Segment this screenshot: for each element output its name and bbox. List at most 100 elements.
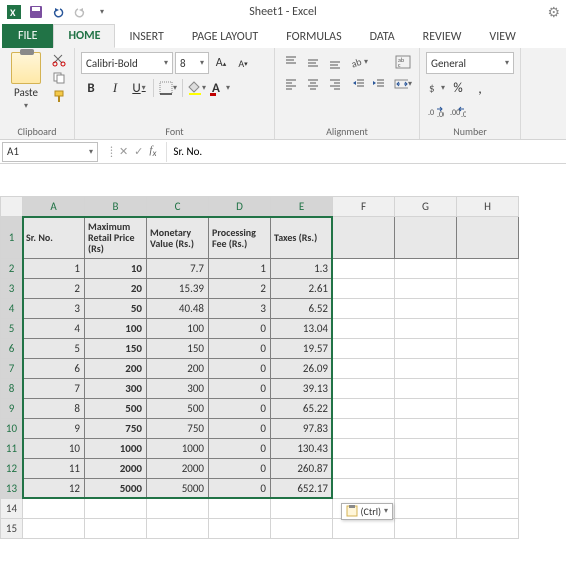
fill-color-button[interactable]: ▾ bbox=[187, 78, 207, 98]
data-cell[interactable]: 300 bbox=[85, 379, 147, 399]
row-header[interactable]: 7 bbox=[1, 359, 23, 379]
data-cell[interactable]: 5000 bbox=[85, 479, 147, 499]
font-color-button[interactable]: A▾ bbox=[211, 78, 231, 98]
data-cell[interactable]: 1000 bbox=[147, 439, 209, 459]
select-all-cell[interactable] bbox=[1, 197, 23, 217]
font-size-select[interactable]: 8▾ bbox=[175, 52, 209, 74]
data-cell[interactable]: 130.43 bbox=[271, 439, 333, 459]
data-cell[interactable]: 6 bbox=[23, 359, 85, 379]
tab-home[interactable]: HOME bbox=[53, 24, 115, 48]
decrease-decimal-icon[interactable]: .00.0 bbox=[448, 102, 468, 122]
data-cell[interactable]: 12 bbox=[23, 479, 85, 499]
gear-icon[interactable]: ⚙ bbox=[547, 4, 560, 21]
align-middle-icon[interactable] bbox=[303, 52, 323, 72]
data-cell[interactable]: 6.52 bbox=[271, 299, 333, 319]
cut-icon[interactable] bbox=[50, 52, 68, 68]
data-cell[interactable]: 39.13 bbox=[271, 379, 333, 399]
worksheet-grid[interactable]: ABCDEFGH1Sr. No.Maximum Retail Price (Rs… bbox=[0, 196, 566, 539]
data-cell[interactable]: 200 bbox=[85, 359, 147, 379]
data-cell[interactable]: 750 bbox=[85, 419, 147, 439]
data-cell[interactable]: 150 bbox=[147, 339, 209, 359]
data-cell[interactable]: 150 bbox=[85, 339, 147, 359]
data-cell[interactable]: 4 bbox=[23, 319, 85, 339]
header-cell[interactable]: Sr. No. bbox=[23, 217, 85, 259]
bold-button[interactable]: B bbox=[81, 78, 101, 98]
row-header[interactable]: 6 bbox=[1, 339, 23, 359]
data-cell[interactable]: 1000 bbox=[85, 439, 147, 459]
merge-center-icon[interactable]: ▾ bbox=[393, 74, 413, 94]
row-header[interactable]: 3 bbox=[1, 279, 23, 299]
wrap-text-icon[interactable]: abc bbox=[393, 52, 413, 72]
empty-cell[interactable] bbox=[395, 499, 457, 519]
empty-cell[interactable] bbox=[271, 499, 333, 519]
data-cell[interactable]: 0 bbox=[209, 319, 271, 339]
empty-cell[interactable] bbox=[209, 499, 271, 519]
row-header[interactable]: 11 bbox=[1, 439, 23, 459]
align-right-icon[interactable] bbox=[325, 74, 345, 94]
row-header[interactable]: 4 bbox=[1, 299, 23, 319]
data-cell[interactable]: 500 bbox=[85, 399, 147, 419]
orientation-icon[interactable]: ab▾ bbox=[349, 52, 369, 72]
tab-page-layout[interactable]: PAGE LAYOUT bbox=[178, 26, 272, 48]
tab-data[interactable]: DATA bbox=[356, 26, 409, 48]
format-painter-icon[interactable] bbox=[50, 88, 68, 104]
data-cell[interactable]: 0 bbox=[209, 459, 271, 479]
copy-icon[interactable] bbox=[50, 70, 68, 86]
align-center-icon[interactable] bbox=[303, 74, 323, 94]
row-header[interactable]: 14 bbox=[1, 499, 23, 519]
data-cell[interactable]: 5 bbox=[23, 339, 85, 359]
data-cell[interactable]: 652.17 bbox=[271, 479, 333, 499]
data-cell[interactable]: 7 bbox=[23, 379, 85, 399]
data-cell[interactable]: 2000 bbox=[85, 459, 147, 479]
fx-expand-icon[interactable]: ⁞ bbox=[110, 145, 113, 158]
data-cell[interactable]: 7.7 bbox=[147, 259, 209, 279]
empty-cell[interactable] bbox=[209, 519, 271, 539]
column-header[interactable]: D bbox=[209, 197, 271, 217]
data-cell[interactable]: 19.57 bbox=[271, 339, 333, 359]
row-header[interactable]: 15 bbox=[1, 519, 23, 539]
paste-button[interactable]: Paste ▾ bbox=[6, 52, 46, 123]
column-header[interactable]: G bbox=[395, 197, 457, 217]
accounting-format-icon[interactable]: $▾ bbox=[426, 78, 446, 98]
align-top-icon[interactable] bbox=[281, 52, 301, 72]
increase-indent-icon[interactable] bbox=[369, 74, 389, 94]
row-header[interactable]: 9 bbox=[1, 399, 23, 419]
border-button[interactable]: ▾ bbox=[158, 78, 178, 98]
row-header[interactable]: 12 bbox=[1, 459, 23, 479]
data-cell[interactable]: 0 bbox=[209, 419, 271, 439]
data-cell[interactable]: 40.48 bbox=[147, 299, 209, 319]
data-cell[interactable]: 750 bbox=[147, 419, 209, 439]
data-cell[interactable]: 26.09 bbox=[271, 359, 333, 379]
decrease-indent-icon[interactable] bbox=[349, 74, 369, 94]
data-cell[interactable]: 97.83 bbox=[271, 419, 333, 439]
redo-icon[interactable] bbox=[70, 2, 90, 22]
column-header[interactable]: B bbox=[85, 197, 147, 217]
tab-review[interactable]: REVIEW bbox=[409, 26, 476, 48]
column-header[interactable]: F bbox=[333, 197, 395, 217]
underline-button[interactable]: U▾ bbox=[129, 78, 149, 98]
data-cell[interactable]: 300 bbox=[147, 379, 209, 399]
data-cell[interactable]: 2.61 bbox=[271, 279, 333, 299]
header-cell[interactable]: Monetary Value (Rs.) bbox=[147, 217, 209, 259]
empty-cell[interactable] bbox=[395, 519, 457, 539]
empty-cell[interactable] bbox=[147, 519, 209, 539]
tab-file[interactable]: FILE bbox=[2, 24, 53, 48]
empty-cell[interactable] bbox=[23, 499, 85, 519]
data-cell[interactable]: 10 bbox=[85, 259, 147, 279]
align-left-icon[interactable] bbox=[281, 74, 301, 94]
data-cell[interactable]: 2 bbox=[209, 279, 271, 299]
decrease-font-icon[interactable]: A▾ bbox=[233, 53, 253, 73]
empty-cell[interactable] bbox=[85, 519, 147, 539]
data-cell[interactable]: 0 bbox=[209, 359, 271, 379]
row-header[interactable]: 1 bbox=[1, 217, 23, 259]
data-cell[interactable]: 65.22 bbox=[271, 399, 333, 419]
row-header[interactable]: 8 bbox=[1, 379, 23, 399]
fx-icon[interactable]: fx bbox=[149, 144, 156, 159]
number-format-select[interactable]: General▾ bbox=[426, 52, 514, 74]
header-cell[interactable]: Taxes (Rs.) bbox=[271, 217, 333, 259]
column-header[interactable]: H bbox=[457, 197, 519, 217]
data-cell[interactable]: 9 bbox=[23, 419, 85, 439]
data-cell[interactable]: 0 bbox=[209, 379, 271, 399]
empty-cell[interactable] bbox=[23, 519, 85, 539]
excel-icon[interactable]: X bbox=[4, 2, 24, 22]
